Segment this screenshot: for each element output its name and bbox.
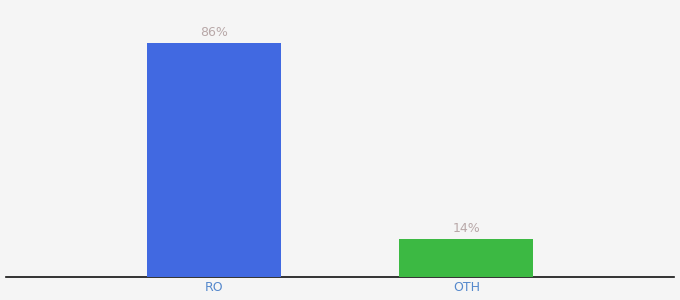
Text: 86%: 86% xyxy=(200,26,228,39)
Bar xyxy=(147,44,281,277)
Bar xyxy=(399,238,533,277)
Text: 14%: 14% xyxy=(452,222,480,235)
